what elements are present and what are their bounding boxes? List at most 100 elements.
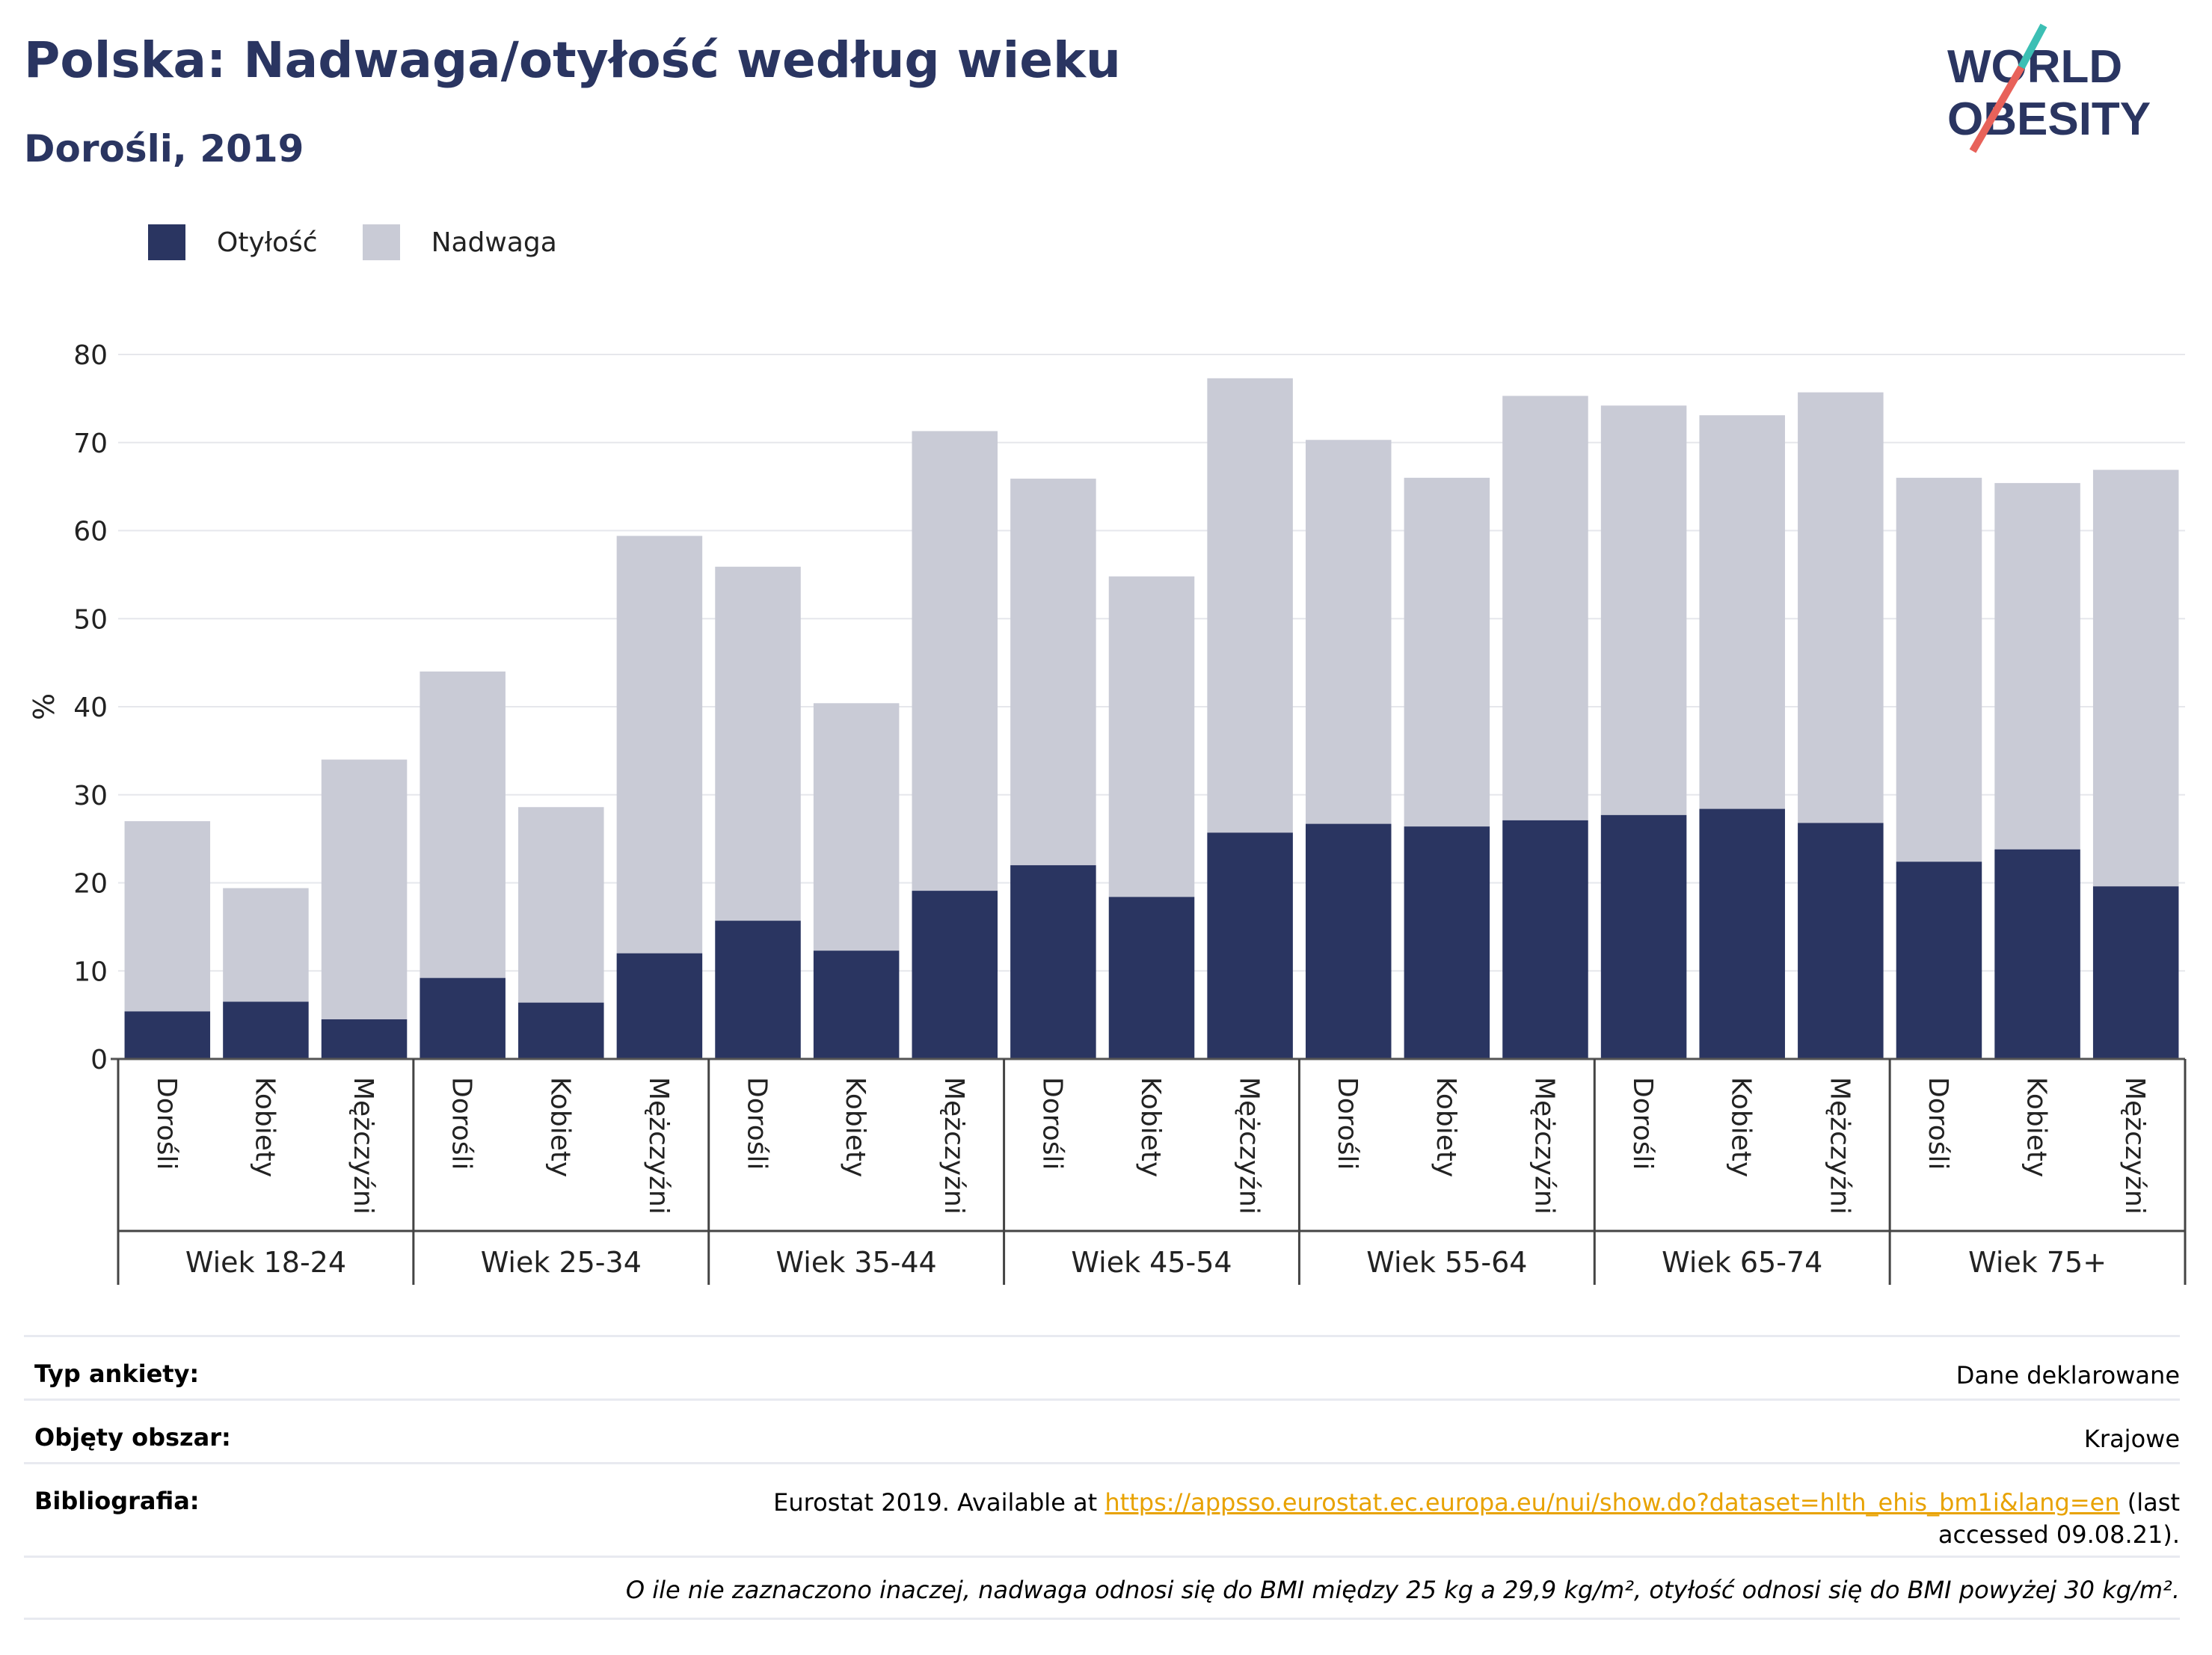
x-subcategory-label: Kobiety [2021,1077,2052,1177]
x-subcategory-label: Mężczyźni [1529,1077,1559,1215]
bibliography-label: Bibliografia: [34,1487,200,1515]
y-tick-label: 80 [73,340,108,371]
bar-obesity [518,1002,604,1059]
info-row-survey-type: Typ ankiety: Dane deklarowane [24,1335,2180,1398]
bar-obesity [124,1011,211,1059]
y-tick-label: 40 [73,693,108,723]
bar-obesity [715,921,801,1059]
area-label: Objęty obszar: [34,1423,231,1452]
x-subcategory-label: Dorośli [1036,1077,1067,1170]
bar-obesity [1108,897,1195,1059]
x-group-label: Wiek 35-44 [776,1246,937,1279]
bibliography-link[interactable]: https://appsso.eurostat.ec.europa.eu/nui… [1105,1488,2120,1517]
bibliography-prefix: Eurostat 2019. Available at [773,1488,1098,1517]
bar-obesity [420,977,506,1059]
bar-obesity [1896,862,1982,1059]
x-group-label: Wiek 45-54 [1071,1246,1232,1279]
x-subcategory-label: Mężczyźni [2119,1077,2150,1215]
x-group-label: Wiek 65-74 [1662,1246,1822,1279]
bar-overweight [1600,405,1687,815]
y-tick-label: 20 [73,869,108,900]
bar-obesity [1994,849,2080,1059]
bar-overweight [1305,440,1392,824]
y-tick-label: 60 [73,517,108,547]
bar-overweight [420,671,506,978]
x-subcategory-label: Dorośli [151,1077,182,1170]
x-group-label: Wiek 75+ [1968,1246,2107,1279]
y-tick-label: 30 [73,781,108,811]
stacked-bar-chart: 0 10 20 30 40 50 60 70 80% Dorośli Kobiety Mężczyźn… [28,340,2187,1285]
area-value: Krajowe [2083,1425,2180,1453]
y-tick-label: 70 [73,429,108,459]
x-subcategory-label: Mężczyźni [348,1077,378,1215]
bar-overweight [1994,482,2080,850]
bar-overweight [124,821,211,1012]
legend-label-obesity: Otyłość [217,227,318,258]
x-subcategory-label: Dorośli [1923,1077,1953,1170]
info-row-bibliography: Bibliografia: Eurostat 2019. Available a… [24,1462,2180,1556]
x-subcategory-label: Kobiety [1135,1077,1166,1177]
bar-overweight [616,535,703,954]
bar-obesity [1798,823,1884,1059]
bar-overweight [1207,378,1293,833]
legend-swatch-obesity [148,224,185,260]
legend-item-overweight[interactable]: Nadwaga [362,224,557,260]
bibliography-suffix: (last accessed 09.08.21). [1938,1488,2180,1550]
survey-type-value: Dane deklarowane [1956,1361,2180,1390]
x-subcategory-label: Dorośli [446,1077,477,1170]
y-tick-label: 50 [73,604,108,635]
x-group-label: Wiek 18-24 [185,1246,346,1279]
x-subcategory-label: Kobiety [840,1077,870,1177]
legend: Otyłość Nadwaga [148,221,602,263]
bar-overweight [518,807,604,1003]
chart-title: Polska: Nadwaga/otyłość według wieku [24,31,1121,89]
y-tick-label: 10 [73,957,108,987]
survey-type-label: Typ ankiety: [34,1360,200,1388]
info-table: Typ ankiety: Dane deklarowane Objęty obs… [24,1335,2180,1620]
x-subcategory-label: Kobiety [249,1077,280,1177]
bar-obesity [1600,814,1687,1059]
chart-subtitle: Dorośli, 2019 [24,127,304,171]
bar-obesity [616,953,703,1059]
x-subcategory-label: Mężczyźni [643,1077,674,1215]
legend-label-overweight: Nadwaga [431,227,557,258]
bar-obesity [1404,826,1490,1059]
world-obesity-logo: WORLD OBESITY [1947,23,2151,153]
bar-overweight [1108,576,1195,897]
bar-overweight [1798,392,1884,823]
bar-obesity [1305,823,1392,1059]
bibliography-value: Eurostat 2019. Available at https://apps… [684,1487,2180,1556]
x-subcategory-label: Kobiety [544,1077,575,1177]
bar-obesity [321,1019,408,1059]
bar-obesity [1207,832,1293,1059]
bar-obesity [223,1001,309,1059]
logo-slash-teal [2018,23,2047,70]
info-row-area: Objęty obszar: Krajowe [24,1398,2180,1462]
logo-slash-red [1969,65,2025,153]
bar-obesity [1699,808,1785,1059]
bar-obesity [813,951,900,1059]
bar-overweight [223,888,309,1002]
bar-overweight [1404,477,1490,827]
bar-overweight [2092,470,2179,887]
bar-overweight [321,759,408,1020]
x-group-label: Wiek 25-34 [481,1246,642,1279]
bar-obesity [2092,886,2179,1059]
x-subcategory-label: Mężczyźni [1234,1077,1265,1215]
legend-swatch-overweight [362,224,400,260]
y-axis-label: % [28,693,61,720]
bar-overweight [912,431,998,891]
x-subcategory-label: Kobiety [1726,1077,1757,1177]
bar-obesity [912,891,998,1059]
bar-overweight [1010,479,1096,865]
legend-item-obesity[interactable]: Otyłość [148,224,318,260]
bar-overweight [813,703,900,951]
x-subcategory-label: Mężczyźni [938,1077,969,1215]
bar-obesity [1502,820,1588,1059]
bar-obesity [1010,865,1096,1059]
bar-overweight [715,566,801,921]
x-subcategory-label: Kobiety [1431,1077,1461,1177]
bar-overweight [1896,477,1982,862]
x-group-label: Wiek 55-64 [1366,1246,1527,1279]
bar-overweight [1699,415,1785,809]
